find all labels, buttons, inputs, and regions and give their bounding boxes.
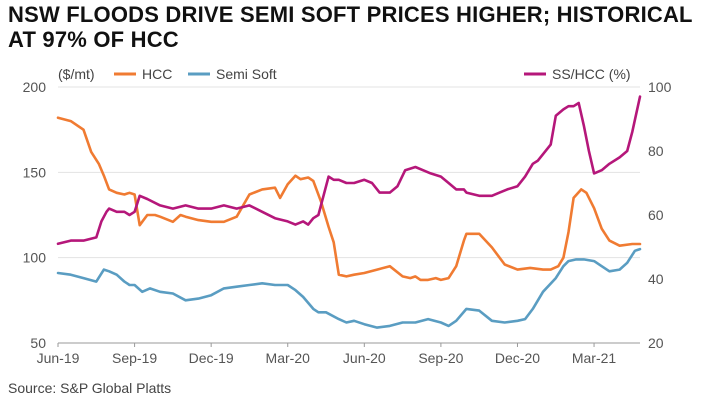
chart-title-line-1: NSW FLOODS DRIVE SEMI SOFT PRICES HIGHER…	[8, 2, 698, 27]
chart-title-line-2: AT 97% OF HCC	[8, 27, 179, 52]
x-axis-tick-label: Jun-19	[37, 350, 80, 366]
legend-label-ss-hcc: SS/HCC (%)	[552, 66, 631, 82]
gridlines	[58, 86, 640, 344]
x-axis-tick-label: Dec-20	[495, 350, 540, 366]
legend-label-hcc: HCC	[142, 66, 172, 82]
series-layer	[56, 95, 642, 329]
series-line-hcc	[56, 116, 642, 282]
x-axis-tick-label: Mar-21	[572, 350, 617, 366]
left-axis-tick-label: 50	[30, 335, 46, 351]
x-axis-tick-label: Mar-20	[266, 350, 311, 366]
y-axis-unit-label: ($/mt)	[58, 66, 95, 82]
legend: ($/mt) HCC Semi Soft SS/HCC (%)	[58, 66, 631, 82]
x-axis-tick-label: Dec-19	[189, 350, 234, 366]
right-axis-tick-label: 60	[648, 207, 664, 223]
x-axis-tick-label: Sep-19	[112, 350, 157, 366]
left-axis-tick-label: 200	[23, 79, 47, 95]
source-note: Source: S&P Global Platts	[8, 380, 172, 396]
x-axis-tick-label: Jun-20	[343, 350, 386, 366]
left-axis-tick-label: 150	[23, 164, 47, 180]
right-axis-tick-label: 100	[648, 79, 672, 95]
right-axis-tick-label: 20	[648, 335, 664, 351]
axes: 50 100 150 200 20 40 60 80 100 Jun-19 Sep-19 Dec-19…	[23, 79, 672, 366]
legend-label-semi-soft: Semi Soft	[216, 66, 277, 82]
series-line-semi-soft	[56, 247, 642, 329]
left-axis-tick-label: 100	[23, 250, 47, 266]
right-axis-tick-label: 80	[648, 143, 664, 159]
right-axis-tick-label: 40	[648, 271, 664, 287]
chart-title: NSW FLOODS DRIVE SEMI SOFT PRICES HIGHER…	[8, 2, 698, 52]
x-axis-tick-label: Sep-20	[418, 350, 463, 366]
series-line-ss-hcc	[56, 95, 642, 246]
